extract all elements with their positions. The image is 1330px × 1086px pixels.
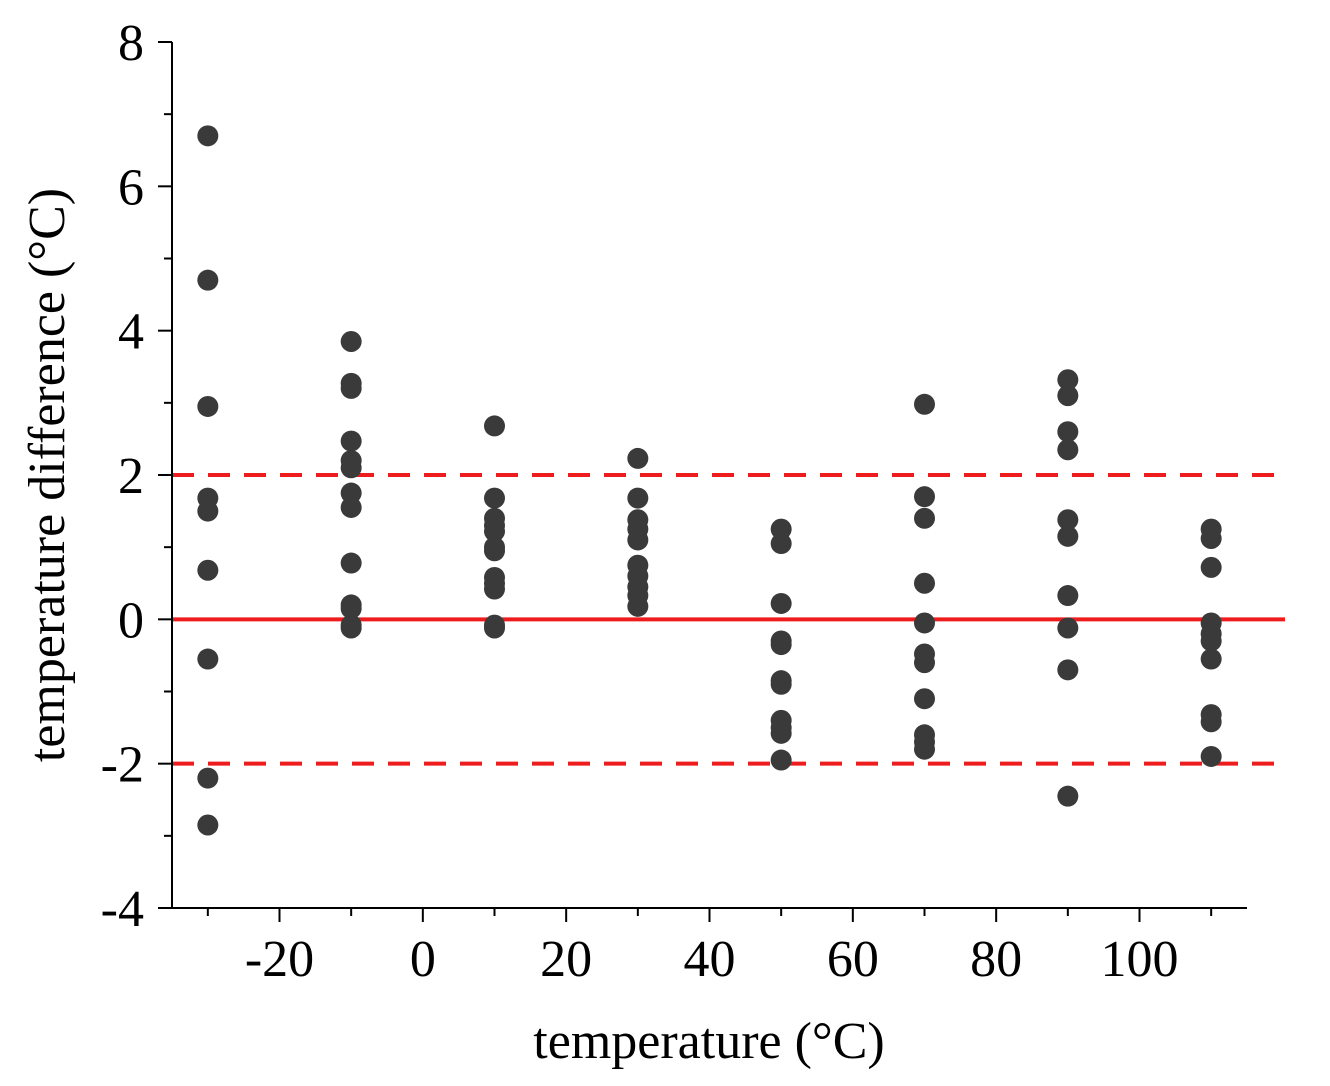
data-point — [484, 540, 505, 562]
data-point — [1057, 785, 1079, 807]
data-point — [197, 500, 219, 522]
data-point — [1057, 585, 1079, 607]
x-tick-label: 40 — [684, 931, 736, 988]
data-point — [914, 612, 935, 634]
x-tick-label: 60 — [827, 931, 879, 988]
data-point — [627, 529, 649, 551]
y-tick-label: 0 — [118, 592, 144, 649]
reference-lines — [172, 473, 1285, 766]
data-point — [197, 767, 219, 789]
data-point — [340, 598, 362, 620]
data-point — [914, 393, 935, 415]
data-point — [1200, 648, 1222, 670]
data-point — [340, 377, 362, 399]
data-point — [1057, 525, 1079, 547]
data-point — [484, 415, 505, 437]
data-point — [1200, 630, 1222, 652]
data-point — [770, 673, 792, 695]
x-tick-label: 80 — [970, 931, 1022, 988]
data-point — [627, 595, 649, 617]
data-point — [484, 578, 505, 600]
data-point — [197, 269, 219, 291]
data-point — [340, 617, 362, 639]
y-axis-title: temperature difference (°C) — [19, 188, 76, 762]
data-point — [1200, 528, 1222, 550]
x-axis-title: temperature (°C) — [533, 1013, 884, 1070]
data-point — [1057, 369, 1079, 391]
data-point — [914, 507, 935, 529]
y-tick-label: 4 — [118, 304, 144, 361]
y-tick-label: 6 — [118, 159, 144, 216]
data-point — [1057, 659, 1079, 681]
data-point — [340, 482, 362, 504]
x-tick-label: -20 — [245, 931, 314, 988]
data-point — [1057, 421, 1079, 443]
y-tick-label: 2 — [118, 448, 144, 505]
data-point — [1200, 745, 1222, 767]
data-point — [484, 487, 505, 509]
data-point — [340, 552, 362, 574]
data-point — [914, 486, 935, 508]
data-point — [197, 814, 219, 836]
data-point — [627, 447, 649, 469]
data-point — [914, 572, 935, 594]
data-point — [340, 330, 362, 352]
data-point — [770, 533, 792, 555]
data-point — [340, 430, 362, 452]
data-point — [770, 518, 792, 540]
y-tick-label: -2 — [101, 737, 144, 794]
data-point — [197, 125, 219, 147]
x-tick-label: 20 — [540, 931, 592, 988]
data-point — [1057, 509, 1079, 531]
x-tick-label: 0 — [410, 931, 436, 988]
data-points — [197, 125, 1222, 836]
data-point — [484, 617, 505, 639]
data-point — [340, 496, 362, 518]
data-point — [914, 688, 935, 710]
data-point — [914, 652, 935, 674]
data-point — [197, 559, 219, 581]
data-point — [914, 738, 935, 760]
data-point — [770, 749, 792, 771]
y-tick-label: -4 — [101, 881, 144, 938]
data-point — [770, 722, 792, 744]
data-point — [1057, 439, 1079, 461]
x-tick-label: 100 — [1101, 931, 1179, 988]
data-point — [1200, 711, 1222, 733]
data-point — [627, 487, 649, 509]
data-point — [197, 395, 219, 417]
data-point — [340, 457, 362, 479]
x-ticks: -20 0 20 40 60 80 100 — [206, 908, 1213, 988]
data-point — [770, 634, 792, 656]
data-point — [1057, 385, 1079, 407]
data-point — [770, 592, 792, 614]
y-ticks: -4 -2 0 2 4 6 8 — [101, 15, 172, 938]
y-tick-label: 8 — [118, 15, 144, 72]
data-point — [1200, 556, 1222, 578]
data-point — [1057, 617, 1079, 639]
data-point — [484, 520, 505, 542]
data-point — [197, 648, 219, 670]
